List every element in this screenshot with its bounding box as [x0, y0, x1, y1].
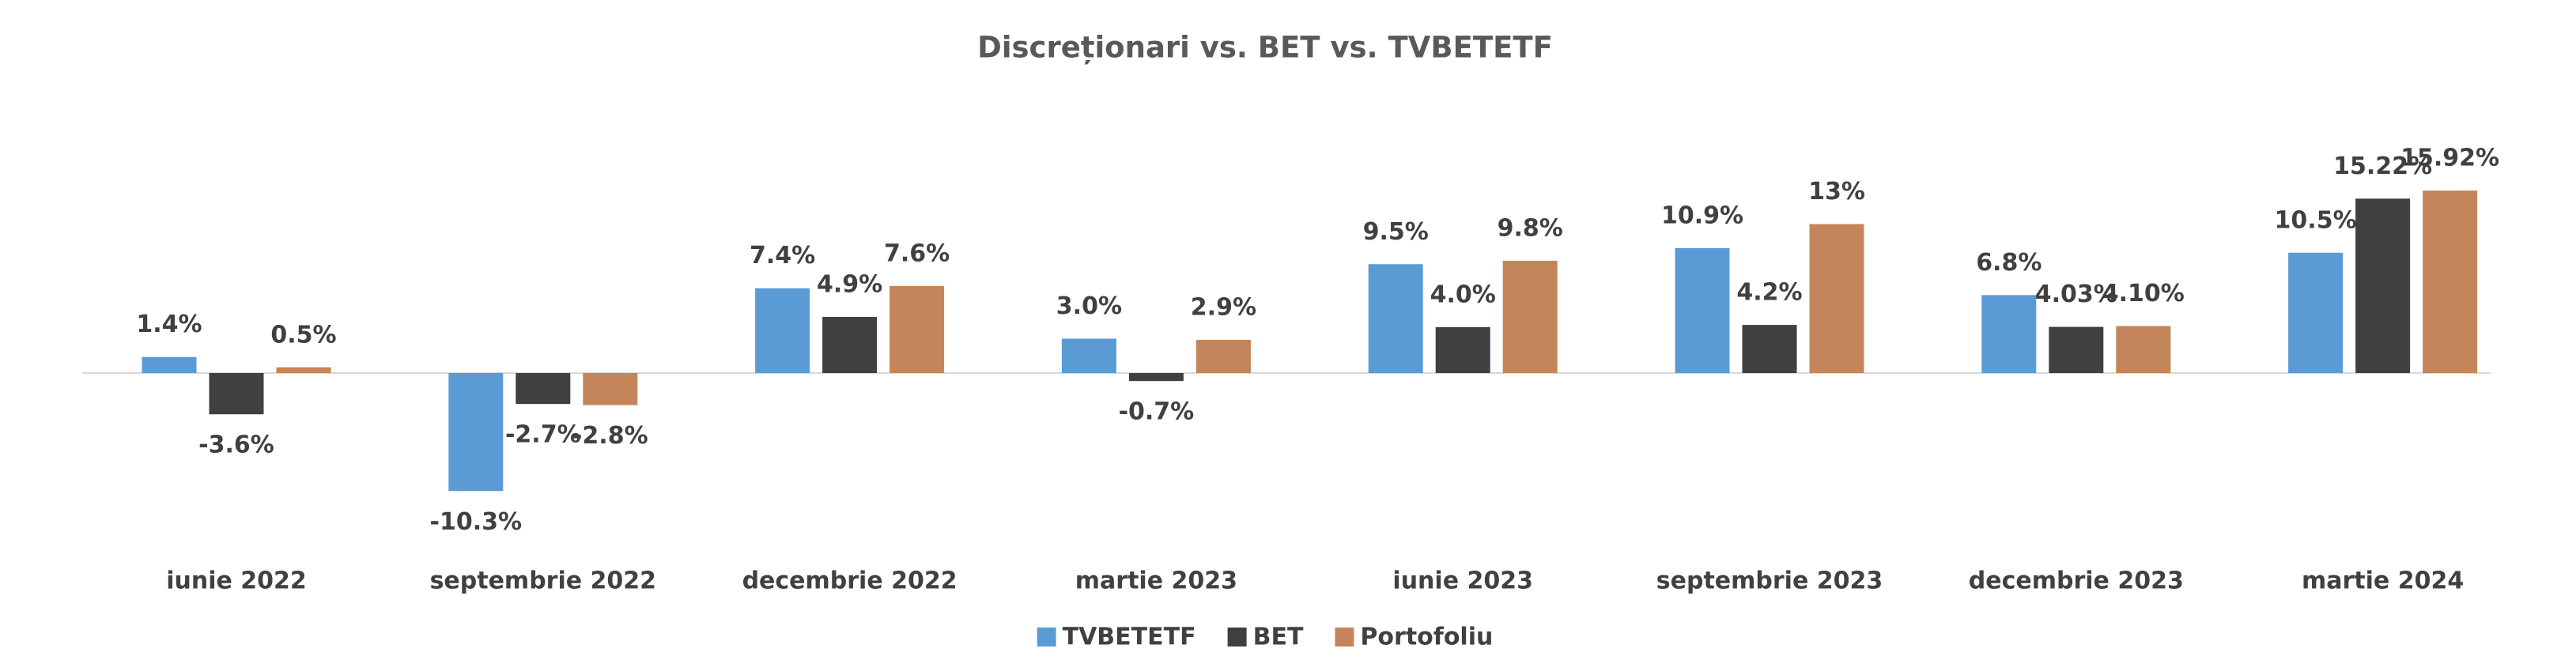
data-label: 9.5%: [1363, 218, 1429, 246]
data-label: 10.9%: [1661, 202, 1743, 229]
data-label: -2.7%: [505, 421, 581, 449]
chart-title: Discreționari vs. BET vs. TVBETETF: [977, 31, 1553, 65]
legend-label: Portofoliu: [1360, 624, 1493, 651]
data-label: 4.10%: [2102, 280, 2185, 307]
bar: [1675, 247, 1730, 373]
bar: [1128, 373, 1184, 382]
bar: [209, 373, 264, 415]
data-label: 15.22%: [2333, 153, 2432, 180]
bar: [2049, 326, 2104, 373]
legend-label: BET: [1253, 624, 1304, 651]
legend-label: TVBETETF: [1063, 624, 1196, 651]
data-label: 15.92%: [2400, 145, 2499, 172]
data-label: 9.8%: [1498, 214, 1563, 242]
data-label: 4.9%: [817, 270, 882, 298]
data-label: 2.9%: [1191, 293, 1256, 321]
bar: [2288, 252, 2344, 373]
data-label: 4.03%: [2035, 281, 2117, 308]
x-tick-label: septembrie 2023: [1656, 567, 1883, 595]
data-label: -3.6%: [198, 432, 274, 459]
bar: [1981, 295, 2037, 373]
bar: [276, 367, 331, 373]
bar: [2423, 190, 2478, 373]
data-label: 13%: [1808, 178, 1865, 205]
bar: [890, 285, 945, 373]
bar: [142, 356, 197, 373]
data-label: 3.0%: [1056, 292, 1122, 320]
x-tick-label: decembrie 2023: [1969, 567, 2184, 595]
legend-swatch: [1227, 628, 1247, 646]
data-label: 7.6%: [884, 239, 950, 267]
bar: [516, 373, 571, 405]
bar: [583, 373, 638, 405]
bar: [2116, 326, 2171, 373]
x-tick-label: martie 2023: [1075, 567, 1237, 595]
legend-swatch: [1037, 628, 1056, 646]
bar: [2355, 198, 2411, 373]
legend-swatch: [1335, 628, 1354, 646]
data-label: -0.7%: [1119, 398, 1195, 426]
bar: [1061, 338, 1116, 373]
data-label: 10.5%: [2275, 206, 2357, 234]
x-tick-label: septembrie 2022: [430, 567, 656, 595]
bar: [448, 373, 504, 492]
data-label: 1.4%: [136, 311, 202, 338]
data-label: 4.0%: [1430, 281, 1496, 309]
bar: [1502, 260, 1558, 373]
data-label: -2.8%: [572, 422, 648, 450]
bar: [1195, 339, 1251, 373]
data-label: 6.8%: [1976, 249, 2042, 277]
data-label: -10.3%: [430, 508, 523, 536]
x-tick-label: decembrie 2022: [742, 567, 958, 595]
x-tick-label: iunie 2022: [166, 567, 307, 595]
bar: [1368, 264, 1423, 373]
data-label: 0.5%: [270, 321, 336, 349]
bar: [1809, 224, 1864, 373]
bar: [822, 316, 878, 373]
data-label: 4.2%: [1736, 279, 1802, 307]
bar: [1742, 325, 1797, 373]
bar: [1435, 327, 1490, 373]
x-tick-label: iunie 2023: [1392, 567, 1533, 595]
data-label: 7.4%: [750, 242, 815, 270]
bar: [755, 288, 810, 373]
x-tick-label: martie 2024: [2302, 567, 2464, 595]
